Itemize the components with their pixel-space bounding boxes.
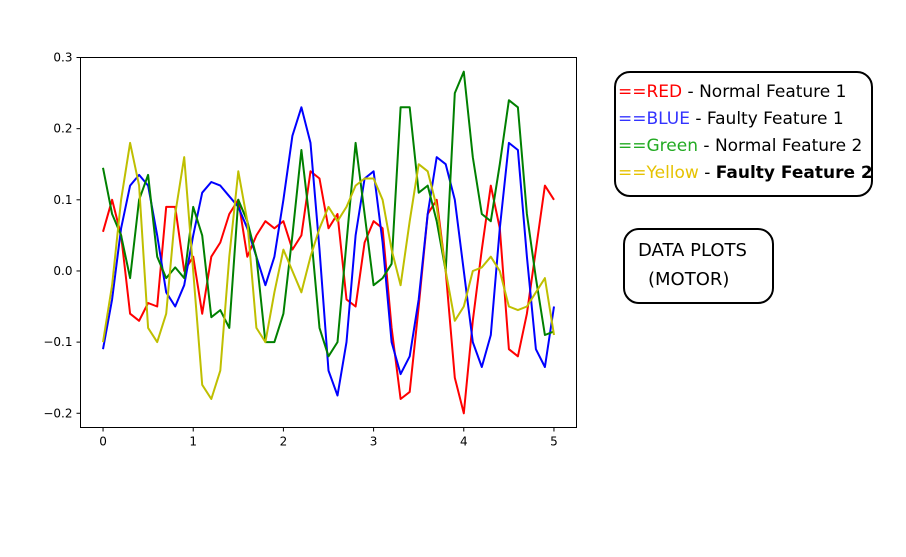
legend-item-blue: ==BLUE - Faulty Feature 1 [618, 106, 871, 133]
x-tick-label: 0 [99, 435, 107, 449]
legend-prefix: ==RED [618, 82, 683, 102]
legend-label: Faulty Feature 2 [715, 163, 873, 183]
legend-separator: - [689, 109, 707, 129]
series-line-3 [102, 141, 555, 400]
legend-box: ==RED - Normal Feature 1 ==BLUE - Faulty… [614, 71, 873, 197]
y-tick-label: 0.0 [53, 264, 72, 278]
note-title: DATA PLOTS [638, 240, 747, 261]
x-tick-label: 3 [370, 435, 378, 449]
legend-label: Normal Feature 2 [714, 136, 863, 156]
axis-layer: 0 1 2 3 4 5 −0.2 −0.1 0.0 0.1 0.2 0.3 [43, 51, 557, 449]
data-plots-note-box: DATA PLOTS (MOTOR) [623, 228, 774, 304]
x-tick-label: 1 [189, 435, 197, 449]
series-line-2 [102, 70, 555, 358]
x-tick-label: 4 [460, 435, 468, 449]
x-tick-label: 5 [550, 435, 558, 449]
y-tick-label: −0.2 [43, 406, 72, 420]
legend-label: Faulty Feature 1 [706, 109, 844, 129]
legend-prefix: ==Yellow [618, 163, 699, 183]
legend-item-yellow: ==Yellow - Faulty Feature 2 [618, 160, 873, 187]
legend-separator: - [697, 136, 715, 156]
series-layer [102, 70, 555, 415]
x-tick-label: 2 [280, 435, 288, 449]
y-tick-label: −0.1 [43, 335, 72, 349]
legend-separator: - [698, 163, 716, 183]
legend-prefix: ==BLUE [618, 109, 690, 129]
y-tick-label: 0.1 [53, 193, 72, 207]
plot-area [80, 57, 577, 428]
legend-separator: - [682, 82, 700, 102]
legend-item-green: ==Green - Normal Feature 2 [618, 133, 871, 160]
legend-item-red: ==RED - Normal Feature 1 [618, 79, 871, 106]
legend-label: Normal Feature 1 [699, 82, 847, 102]
y-tick-label: 0.2 [53, 122, 72, 136]
note-subtitle: (MOTOR) [648, 269, 730, 290]
series-line-1 [102, 106, 555, 397]
series-line-0 [102, 170, 555, 415]
y-tick-label: 0.3 [53, 51, 72, 65]
legend-prefix: ==Green [618, 136, 698, 156]
